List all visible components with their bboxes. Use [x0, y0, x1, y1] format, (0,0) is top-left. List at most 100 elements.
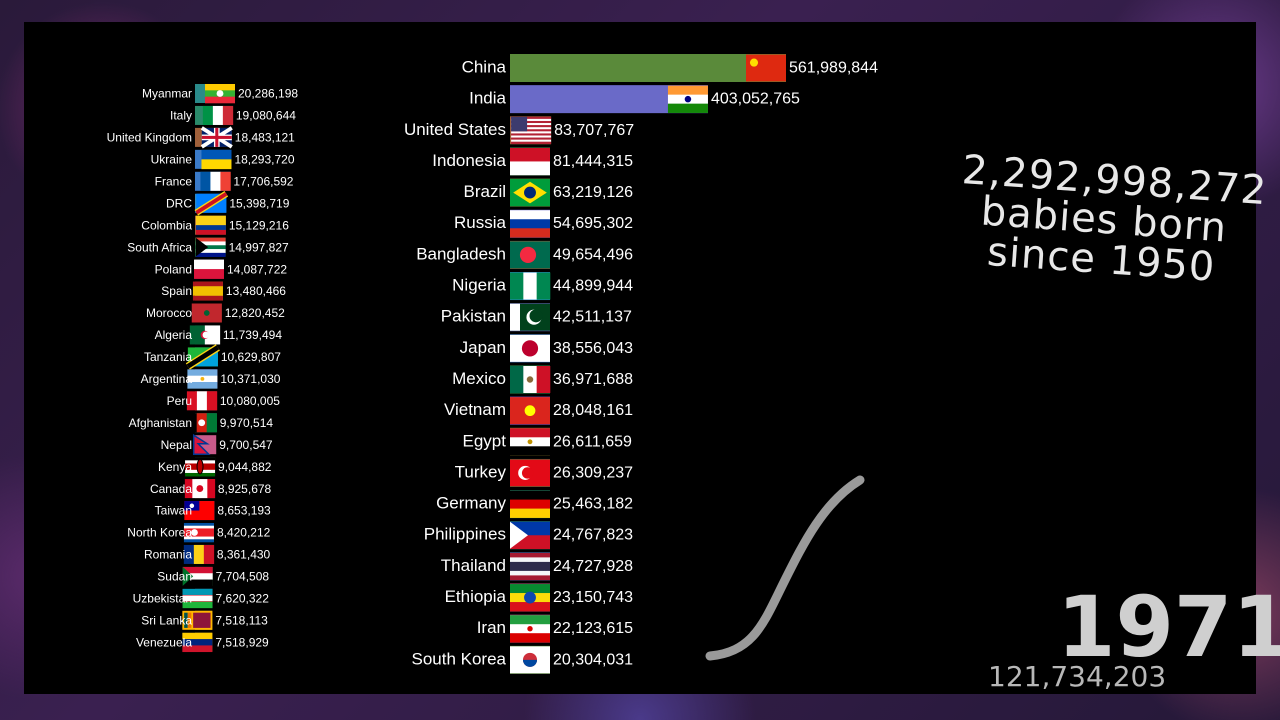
flag-venezuela-icon: [182, 632, 213, 653]
side-value-label: 8,420,212: [217, 526, 271, 540]
side-category-label: Romania: [144, 548, 192, 562]
side-row-spain: Spain 13,480,466: [161, 281, 286, 301]
value-label: 25,463,182: [553, 496, 633, 513]
side-value-label: 7,704,508: [216, 570, 270, 584]
side-row-italy: Italy 19,080,644: [170, 105, 296, 125]
value-label: 83,707,767: [554, 122, 634, 139]
value-label: 20,304,031: [553, 651, 633, 668]
side-row-venezuela: Venezuela 7,518,929: [136, 632, 269, 653]
side-value-label: 9,970,514: [220, 416, 274, 430]
side-category-label: Uzbekistan: [133, 592, 192, 606]
value-label: 24,767,823: [553, 527, 633, 544]
flag-china-icon: [746, 54, 786, 82]
side-row-nepal: Nepal 9,700,547: [161, 433, 273, 455]
category-label: Bangladesh: [416, 244, 506, 263]
flag-srilanka-icon: [182, 610, 213, 630]
side-value-label: 10,080,005: [220, 394, 280, 408]
side-category-label: Morocco: [146, 306, 192, 320]
bar-row-russia: Russia 54,695,302: [454, 209, 633, 238]
flag-sudan-icon: [182, 566, 213, 587]
category-label: Mexico: [452, 369, 506, 388]
flag-ukraine-icon: [201, 149, 232, 170]
category-label: Philippines: [424, 525, 506, 544]
value-label: 561,989,844: [789, 59, 878, 76]
category-label: Iran: [477, 618, 506, 637]
side-row-south-africa: South Africa 14,997,827: [127, 237, 289, 257]
side-value-label: 18,293,720: [234, 153, 294, 167]
flag-vietnam-icon: [510, 397, 550, 425]
side-row-romania: Romania 8,361,430: [144, 544, 271, 564]
side-row-kenya: Kenya 9,044,882: [158, 457, 272, 477]
side-category-label: Ukraine: [151, 153, 193, 167]
flag-france-icon: [200, 171, 231, 191]
flag-afghanistan-icon: [186, 413, 217, 433]
category-label: Russia: [454, 213, 507, 232]
category-label: Indonesia: [432, 151, 506, 170]
value-label: 403,052,765: [711, 91, 800, 108]
flag-bangladesh-icon: [510, 241, 550, 269]
side-value-label: 20,286,198: [238, 87, 298, 101]
flag-canada-icon: [184, 479, 216, 499]
side-category-label: Venezuela: [136, 635, 192, 649]
side-category-label: Canada: [150, 482, 192, 496]
side-value-label: 7,518,929: [215, 635, 269, 649]
category-label: South Korea: [411, 649, 506, 668]
flag-colombia-icon: [195, 215, 226, 235]
bar-row-turkey: Turkey 26,309,237: [455, 458, 633, 487]
chart-stage: China 561,989,844 India 403,052,765 United S…: [24, 22, 1280, 694]
category-label: China: [462, 57, 507, 76]
flag-romania-icon: [183, 544, 215, 564]
flag-peru-icon: [186, 391, 218, 411]
value-label: 38,556,043: [553, 340, 633, 357]
flag-italy-icon: [202, 105, 234, 125]
side-row-canada: Canada 8,925,678: [150, 479, 272, 499]
value-label: 22,123,615: [553, 620, 633, 637]
side-row-poland: Poland 14,087,722: [155, 259, 287, 279]
bar-row-ethiopia: Ethiopia 23,150,743: [445, 583, 633, 612]
side-value-label: 18,483,121: [235, 131, 295, 145]
flag-usa-icon: [511, 116, 552, 144]
side-row-ukraine: Ukraine 18,293,720: [151, 149, 295, 170]
bar-chart-race: China 561,989,844 India 403,052,765 United S…: [107, 54, 878, 674]
bar-row-indonesia: Indonesia 81,444,315: [432, 147, 633, 176]
value-label: 42,511,137: [553, 309, 632, 326]
side-category-label: Poland: [155, 262, 192, 276]
bar-row-bangladesh: Bangladesh 49,654,496: [416, 240, 633, 269]
side-row-colombia: Colombia 15,129,216: [141, 215, 289, 235]
value-label: 49,654,496: [553, 246, 633, 263]
category-label: Pakistan: [441, 307, 506, 326]
side-category-label: Italy: [170, 109, 192, 123]
value-label: 26,611,659: [553, 433, 632, 450]
side-category-label: DRC: [166, 196, 192, 210]
category-label: Nigeria: [452, 276, 506, 295]
side-value-label: 8,653,193: [217, 504, 271, 518]
bar-row-egypt: Egypt 26,611,659: [463, 427, 632, 456]
side-category-label: Tanzania: [144, 350, 192, 364]
category-label: Egypt: [463, 431, 507, 450]
side-category-label: Sudan: [157, 570, 192, 584]
flag-russia-icon: [510, 210, 550, 238]
bar-row-china: China 561,989,844: [462, 54, 878, 82]
flag-southkorea-icon: [510, 646, 550, 674]
bar-row-vietnam: Vietnam 28,048,161: [444, 396, 633, 425]
value-label: 36,971,688: [553, 371, 633, 388]
category-label: Turkey: [455, 462, 507, 481]
flag-nepal-icon: [192, 433, 211, 455]
side-value-label: 7,620,322: [216, 592, 270, 606]
side-row-sudan: Sudan 7,704,508: [157, 566, 270, 587]
side-row-peru: Peru 10,080,005: [167, 391, 280, 411]
flag-iran-icon: [510, 615, 550, 643]
side-category-label: Peru: [167, 394, 192, 408]
flag-ethiopia-icon: [510, 584, 550, 612]
bar-row-mexico: Mexico 36,971,688: [452, 365, 633, 394]
side-value-label: 8,361,430: [217, 548, 271, 562]
side-row-algeria: Algeria 11,739,494: [155, 325, 282, 345]
current-year: 1971: [1057, 578, 1280, 676]
side-value-label: 7,518,113: [215, 613, 268, 627]
flag-thailand-icon: [510, 552, 550, 581]
flag-uzbekistan-icon: [182, 588, 213, 609]
flag-southafrica-icon: [195, 237, 226, 257]
bar-row-germany: Germany 25,463,182: [436, 490, 633, 519]
flag-brazil-icon: [510, 179, 550, 207]
side-value-label: 12,820,452: [225, 306, 285, 320]
